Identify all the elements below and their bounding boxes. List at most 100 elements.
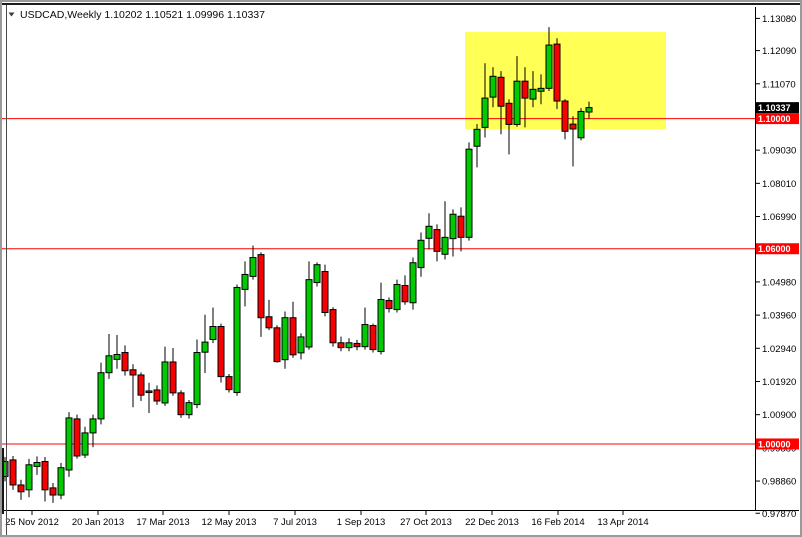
current-price-tag-bg (756, 102, 799, 114)
candlestick (121, 345, 129, 376)
candlestick (521, 67, 529, 128)
y-axis-tick-label: 1.00900 (762, 410, 796, 421)
candlestick (25, 458, 33, 498)
candlestick (361, 307, 369, 350)
y-axis-tick-label: 1.04980 (762, 277, 796, 288)
candle-body (457, 215, 465, 238)
candle-body (241, 273, 249, 290)
candlestick (585, 101, 593, 119)
level-price-tag: 1.00000 (756, 438, 799, 450)
level-price-tag-text: 1.10000 (758, 114, 791, 124)
candlestick (377, 282, 385, 355)
y-axis-tick-label: 1.12090 (762, 46, 796, 57)
candlestick (489, 67, 497, 108)
y-axis-tick-label: 1.13080 (762, 14, 796, 25)
y-axis-tick-label: 1.08010 (762, 179, 796, 190)
candle-body (265, 316, 273, 329)
candlestick (281, 311, 289, 369)
candle-body (545, 44, 553, 89)
candle-body (145, 390, 153, 394)
candle-body (385, 299, 393, 310)
candlestick (97, 362, 105, 425)
candlestick (169, 347, 177, 396)
candle-body (473, 128, 481, 147)
y-axis-tick-label: 1.06990 (762, 212, 796, 223)
candle-body (481, 97, 489, 128)
x-axis-tick-label: 1 Sep 2013 (337, 517, 386, 528)
x-axis-tick-label: 17 Mar 2013 (136, 517, 189, 528)
candlestick (305, 261, 313, 350)
candlestick (473, 124, 481, 168)
candle-body (249, 257, 257, 277)
candle-body (97, 372, 105, 420)
candlestick (561, 99, 569, 140)
candlestick (345, 338, 353, 352)
candle-body (585, 107, 593, 113)
window-left-border (6, 5, 7, 535)
level-price-tag-text: 1.06000 (758, 244, 791, 254)
candlestick (113, 334, 121, 369)
candle-body (449, 213, 457, 240)
candle-body (561, 100, 569, 132)
candle-body (361, 324, 369, 348)
left-edge-marker (0, 448, 4, 514)
candle-body (185, 402, 193, 416)
candlestick (289, 301, 297, 358)
x-axis-tick-label: 22 Dec 2013 (465, 517, 519, 528)
candle-body (537, 87, 545, 92)
candlestick (153, 385, 161, 405)
candle-body (177, 392, 185, 416)
candlestick (225, 374, 233, 393)
candle-body (513, 80, 521, 125)
candlestick (9, 455, 17, 490)
candlestick (129, 364, 137, 408)
y-axis-tick-label: 0.97870 (762, 509, 796, 520)
candle-body (529, 88, 537, 100)
candlestick (393, 279, 401, 313)
symbol-dropdown-triangle-icon[interactable] (8, 12, 15, 17)
current-price-tag: 1.10337 (756, 102, 799, 114)
candle-body (281, 317, 289, 361)
candle-body (233, 286, 241, 394)
candlestick (401, 275, 409, 305)
level-lines-layer (2, 118, 756, 445)
y-axis-tick-label: 1.01920 (762, 377, 796, 388)
candle-body (257, 254, 265, 319)
candle-body (49, 487, 57, 496)
candle-body (577, 110, 585, 139)
level-price-tag-text: 1.00000 (758, 439, 791, 449)
candlestick (497, 71, 505, 135)
candlestick (545, 27, 553, 91)
candlestick (273, 325, 281, 363)
candlestick (193, 339, 201, 409)
x-axis-tick-label: 13 Apr 2014 (597, 517, 648, 528)
candle-body (433, 229, 441, 252)
candlestick (297, 333, 305, 360)
candle-body (353, 342, 361, 348)
candle-body (377, 298, 385, 353)
candle-body (505, 102, 513, 125)
candlestick (465, 142, 473, 241)
candle-body (105, 355, 113, 374)
candle-body (225, 376, 233, 391)
candlestick (425, 213, 433, 250)
candlestick (265, 299, 273, 331)
candlestick (209, 307, 217, 344)
candles-layer (1, 27, 593, 503)
candlestick (241, 261, 249, 307)
candlestick (313, 262, 321, 287)
candlestick (329, 307, 337, 347)
candle-body (345, 342, 353, 349)
candlestick (433, 224, 441, 262)
candle-body (65, 417, 73, 471)
candlestick (257, 252, 265, 337)
level-price-tag: 1.06000 (756, 243, 799, 255)
candlestick (177, 390, 185, 418)
candle-body (321, 271, 329, 314)
candlestick (441, 201, 449, 260)
candlestick (145, 382, 153, 414)
candle-body (425, 225, 433, 239)
candle-body (73, 418, 81, 457)
